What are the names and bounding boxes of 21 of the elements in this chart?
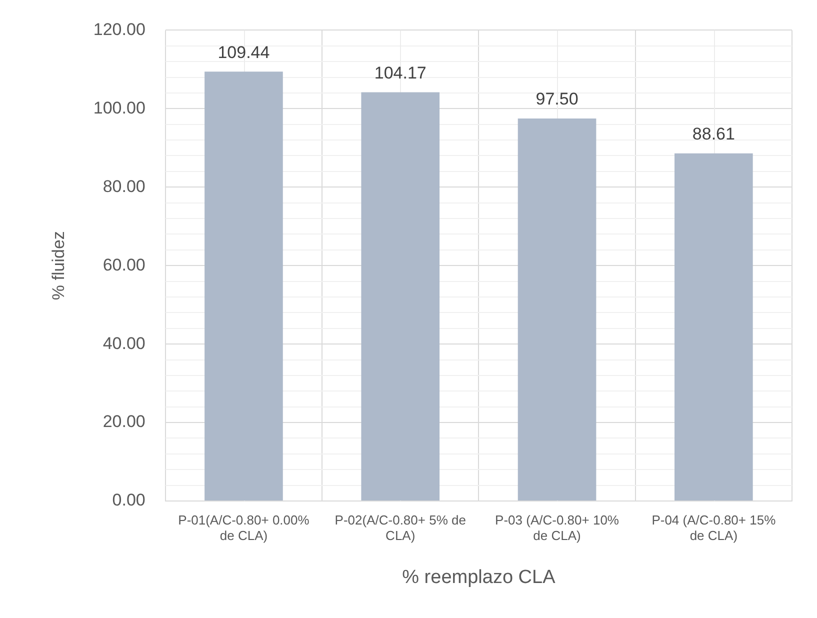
bar [361,92,440,500]
bar [204,72,283,500]
y-axis-title: % fluidez [48,231,68,300]
y-tick-label: 40.00 [102,334,146,353]
data-label: 109.44 [218,42,270,62]
data-label: 97.50 [536,90,578,109]
y-tick-label: 80.00 [102,176,146,196]
x-tick-label: P-01(A/C-0.80+ 0.00% de CLA) [178,512,310,543]
y-tick-label: 20.00 [102,412,146,432]
x-tick-label: P-02(A/C-0.80+ 5% de CLA) [334,512,466,543]
y-tick-label: 0.00 [112,490,146,510]
bar [674,153,753,500]
x-axis-title: % reemplazo CLA [402,566,556,588]
x-tick-label: P-04 (A/C-0.80+ 15% de CLA) [652,512,776,543]
y-tick-label: 120.00 [93,20,146,39]
data-label: 104.17 [374,63,426,82]
bar [518,118,596,500]
data-label: 88.61 [692,124,735,144]
x-tick-label: P-03 (A/C-0.80+ 10% de CLA) [495,512,620,543]
y-tick-label: 60.00 [102,255,146,274]
y-tick-label: 100.00 [93,98,146,118]
